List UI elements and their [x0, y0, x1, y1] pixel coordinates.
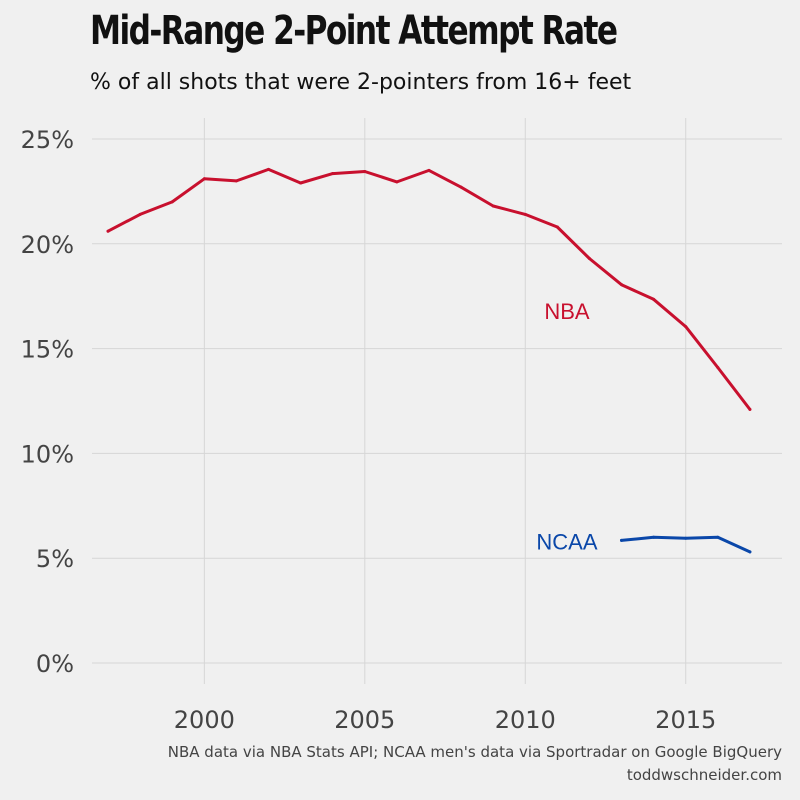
y-tick-label: 25% — [21, 126, 74, 154]
nba-data-point — [427, 168, 431, 172]
ncaa-data-point — [748, 550, 752, 554]
nba-data-point — [587, 256, 591, 260]
nba-data-point — [170, 200, 174, 204]
nba-data-point — [716, 365, 720, 369]
source-caption: NBA data via NBA Stats API; NCAA men's d… — [167, 743, 782, 761]
nba-data-point — [459, 185, 463, 189]
nba-data-point — [684, 325, 688, 329]
axis-tick-labels: 0% 5% 10% 15% 20% 25% 2000 2005 2010 2015 — [21, 126, 717, 734]
y-tick-label: 10% — [21, 440, 74, 468]
nba-data-point — [138, 212, 142, 216]
nba-data-point — [748, 407, 752, 411]
ncaa-data-point — [620, 538, 624, 542]
series-direct-labels: NBA NCAA — [536, 299, 597, 555]
nba-data-point — [267, 167, 271, 171]
nba-data-point — [523, 212, 527, 216]
nba-data-point — [491, 204, 495, 208]
nba-data-point — [620, 283, 624, 287]
nba-data-point — [331, 172, 335, 176]
chart-title: Mid-Range 2-Point Attempt Rate — [90, 8, 618, 54]
ncaa-data-point — [684, 536, 688, 540]
series-lines — [106, 167, 752, 554]
nba-data-point — [234, 179, 238, 183]
credit-caption: toddwschneider.com — [626, 766, 782, 784]
nba-data-point — [299, 181, 303, 185]
x-tick-label: 2015 — [655, 706, 716, 734]
ncaa-series-label: NCAA — [536, 529, 597, 554]
ncaa-data-point — [716, 535, 720, 539]
y-tick-label: 5% — [36, 545, 74, 573]
y-tick-label: 15% — [21, 336, 74, 364]
x-tick-label: 2010 — [495, 706, 556, 734]
gridlines — [92, 118, 782, 684]
nba-data-point — [106, 229, 110, 233]
x-tick-label: 2000 — [174, 706, 235, 734]
nba-data-point — [555, 225, 559, 229]
nba-series-label: NBA — [544, 299, 590, 324]
chart-subtitle: % of all shots that were 2-pointers from… — [90, 70, 632, 95]
nba-data-point — [202, 177, 206, 181]
nba-data-point — [395, 180, 399, 184]
ncaa-data-point — [652, 535, 656, 539]
x-tick-label: 2005 — [334, 706, 395, 734]
nba-data-point — [363, 169, 367, 173]
nba-data-point — [652, 297, 656, 301]
y-tick-label: 20% — [21, 231, 74, 259]
y-tick-label: 0% — [36, 650, 74, 678]
